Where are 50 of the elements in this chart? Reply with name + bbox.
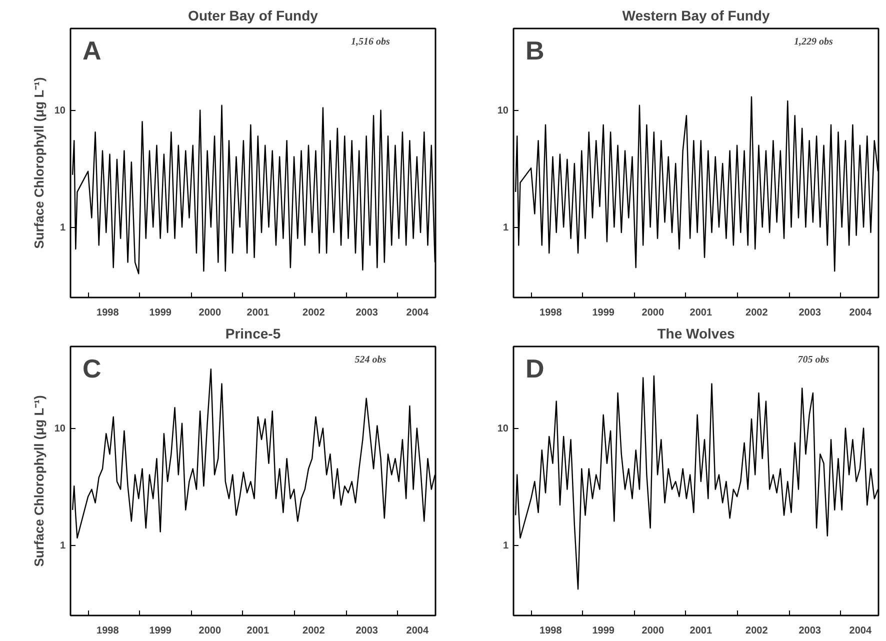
y-tick-label: 10 <box>54 424 66 435</box>
x-tick-label: 2003 <box>356 626 378 636</box>
annotation: B <box>526 36 544 66</box>
chart-title: Western Bay of Fundy <box>622 8 770 24</box>
y-tick-label: 10 <box>497 424 509 435</box>
x-tick-label: 2001 <box>690 308 712 318</box>
x-tick-label: 2003 <box>798 308 822 318</box>
annotation: 1,516 obs <box>351 36 390 48</box>
x-tick-label: 2002 <box>302 626 326 636</box>
x-tick-label: 2002 <box>302 308 326 318</box>
x-tick-label: 2004 <box>406 626 429 636</box>
annotation: C <box>82 354 102 384</box>
y-axis-title: Surface Chlorophyll (μg L⁻¹) <box>31 77 46 249</box>
x-tick-label: 2000 <box>198 308 222 318</box>
x-tick-label: 2000 <box>642 626 664 636</box>
annotation: 1,229 obs <box>794 36 834 48</box>
x-tick-label: 2001 <box>246 626 270 636</box>
chart-title: Outer Bay of Fundy <box>188 8 318 24</box>
annotation: 524 obs <box>354 354 386 366</box>
y-tick-label: 1 <box>60 222 66 234</box>
x-tick-label: 2003 <box>356 308 378 318</box>
x-tick-label: 1998 <box>540 308 562 318</box>
x-tick-label: 2000 <box>198 626 222 636</box>
annotation: A <box>82 36 102 66</box>
x-tick-label: 1998 <box>96 308 120 318</box>
x-tick-label: 1998 <box>540 626 562 636</box>
annotation: 705 obs <box>798 354 830 366</box>
chart-title: The Wolves <box>657 326 735 342</box>
x-tick-label: 1999 <box>149 626 172 636</box>
x-tick-label: 2000 <box>642 308 664 318</box>
y-tick-label: 1 <box>60 540 66 552</box>
y-tick-label: 1 <box>502 222 509 234</box>
annotation: D <box>526 354 544 384</box>
chart-title: Prince-5 <box>225 326 281 342</box>
x-tick-label: 1998 <box>96 626 120 636</box>
x-tick-label: 2003 <box>798 626 822 636</box>
y-tick-label: 10 <box>497 106 509 117</box>
x-tick-label: 2004 <box>406 308 429 318</box>
x-tick-label: 2002 <box>746 308 768 318</box>
x-tick-label: 2001 <box>690 626 712 636</box>
x-tick-label: 2004 <box>849 308 872 318</box>
x-tick-label: 2004 <box>849 626 872 636</box>
y-tick-label: 1 <box>502 540 509 552</box>
y-axis-title: Surface Chlorophyll (μg L⁻¹) <box>31 395 46 567</box>
x-tick-label: 2002 <box>746 626 768 636</box>
x-tick-label: 1999 <box>592 308 615 318</box>
y-tick-label: 10 <box>54 106 66 117</box>
x-tick-label: 2001 <box>246 308 270 318</box>
x-tick-label: 1999 <box>592 626 615 636</box>
x-tick-label: 1999 <box>149 308 172 318</box>
